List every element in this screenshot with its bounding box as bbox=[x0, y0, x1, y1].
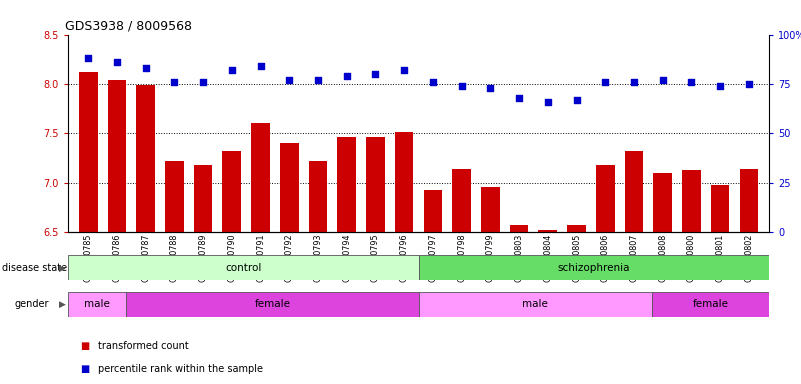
Point bbox=[484, 85, 497, 91]
Text: control: control bbox=[225, 263, 261, 273]
Text: gender: gender bbox=[14, 299, 49, 309]
Bar bbox=[280, 143, 299, 232]
Bar bbox=[596, 165, 614, 232]
Bar bbox=[308, 161, 328, 232]
Text: ▶: ▶ bbox=[58, 263, 66, 273]
Bar bbox=[337, 137, 356, 232]
Point bbox=[283, 77, 296, 83]
Text: disease state: disease state bbox=[2, 263, 66, 273]
Point bbox=[312, 77, 324, 83]
Bar bbox=[252, 122, 270, 232]
Bar bbox=[395, 132, 413, 232]
Bar bbox=[710, 185, 730, 232]
Point bbox=[513, 95, 525, 101]
Point bbox=[455, 83, 468, 89]
Bar bbox=[366, 137, 384, 232]
Text: ■: ■ bbox=[80, 364, 90, 374]
Bar bbox=[107, 80, 127, 232]
Bar bbox=[453, 169, 471, 232]
Bar bbox=[194, 165, 212, 232]
Text: ■: ■ bbox=[80, 341, 90, 351]
Bar bbox=[418, 255, 769, 280]
Point bbox=[82, 55, 95, 61]
Bar bbox=[68, 255, 418, 280]
Point bbox=[168, 79, 181, 85]
Bar bbox=[682, 170, 701, 232]
Bar bbox=[418, 292, 652, 317]
Bar bbox=[481, 187, 500, 232]
Point bbox=[340, 73, 353, 79]
Text: transformed count: transformed count bbox=[98, 341, 188, 351]
Point bbox=[254, 63, 267, 69]
Bar bbox=[127, 292, 418, 317]
Point bbox=[541, 99, 554, 105]
Bar bbox=[654, 173, 672, 232]
Point bbox=[570, 97, 583, 103]
Text: male: male bbox=[522, 299, 548, 310]
Bar bbox=[223, 151, 241, 232]
Bar bbox=[78, 72, 98, 232]
Bar bbox=[739, 169, 759, 232]
Point bbox=[599, 79, 612, 85]
Text: ▶: ▶ bbox=[58, 300, 66, 309]
Point bbox=[111, 59, 123, 65]
Point bbox=[197, 79, 210, 85]
Bar bbox=[625, 151, 643, 232]
Text: schizophrenia: schizophrenia bbox=[557, 263, 630, 273]
Text: female: female bbox=[255, 299, 291, 310]
Text: percentile rank within the sample: percentile rank within the sample bbox=[98, 364, 263, 374]
Point bbox=[714, 83, 727, 89]
Point bbox=[225, 67, 238, 73]
Bar bbox=[68, 292, 127, 317]
Point bbox=[685, 79, 698, 85]
Bar bbox=[538, 230, 557, 232]
Text: female: female bbox=[693, 299, 729, 310]
Point bbox=[656, 77, 669, 83]
Text: male: male bbox=[84, 299, 111, 310]
Bar bbox=[136, 85, 155, 232]
Bar bbox=[567, 225, 586, 232]
Point bbox=[369, 71, 382, 77]
Bar bbox=[509, 225, 529, 232]
Point bbox=[398, 67, 411, 73]
Point bbox=[627, 79, 640, 85]
Point bbox=[743, 81, 755, 87]
Point bbox=[426, 79, 439, 85]
Bar bbox=[652, 292, 769, 317]
Text: GDS3938 / 8009568: GDS3938 / 8009568 bbox=[65, 19, 191, 32]
Bar bbox=[165, 161, 183, 232]
Point bbox=[139, 65, 152, 71]
Bar bbox=[424, 190, 442, 232]
